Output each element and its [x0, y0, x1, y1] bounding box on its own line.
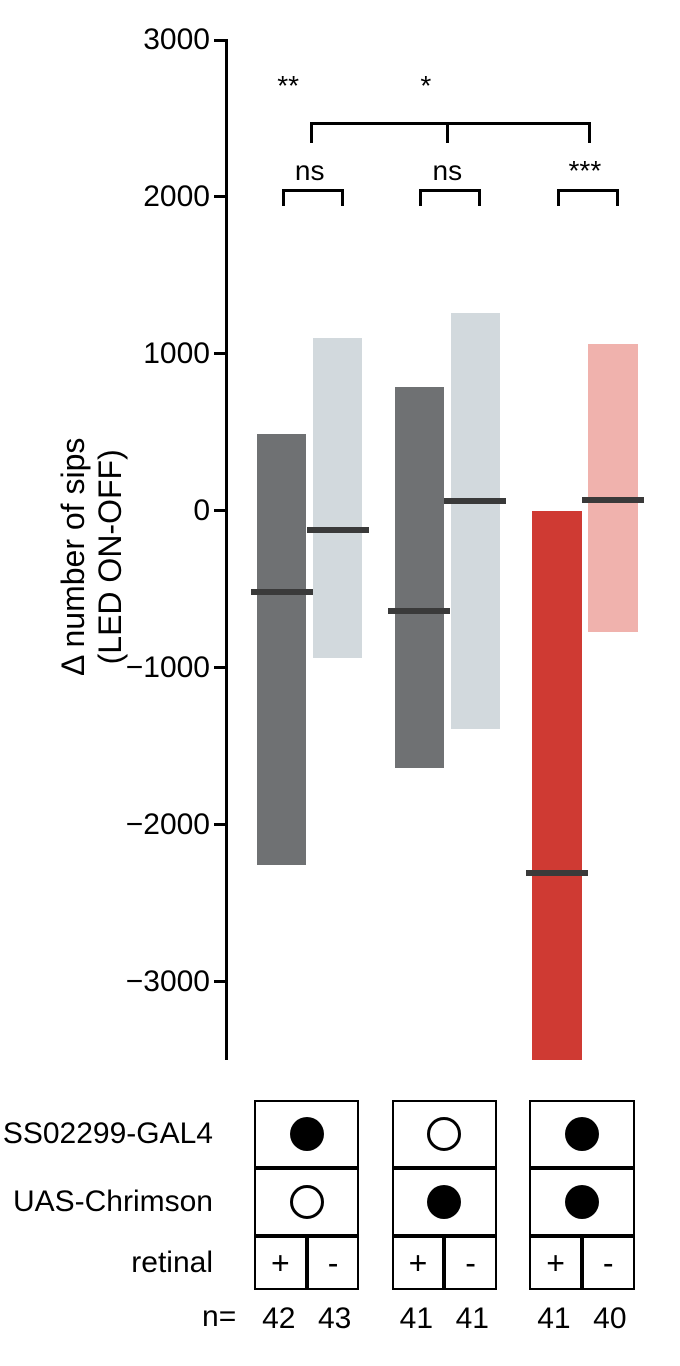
pairwise-bracket	[282, 189, 344, 206]
y-tick	[214, 352, 228, 355]
y-tick-label: −1000	[126, 651, 210, 685]
retinal-cell: +	[392, 1236, 445, 1290]
iqr-bar	[451, 313, 500, 729]
median-line	[307, 527, 369, 533]
retinal-cell: -	[307, 1236, 360, 1290]
y-tick-label: −3000	[126, 965, 210, 999]
pairwise-sig-label: ns	[433, 155, 463, 187]
y-axis-label-line2: (LED ON-OFF)	[92, 437, 129, 675]
genotype-row-label: UAS-Chrimson	[13, 1185, 213, 1219]
y-tick-label: 2000	[143, 180, 210, 214]
y-tick	[214, 980, 228, 983]
median-line	[444, 498, 506, 504]
y-tick	[214, 823, 228, 826]
genotype-cell	[254, 1100, 359, 1168]
n-value: 43	[318, 1302, 351, 1336]
across-sig-label: **	[277, 70, 299, 102]
retinal-cell: -	[444, 1236, 497, 1290]
y-tick	[214, 666, 228, 669]
across-bracket	[310, 122, 591, 143]
across-sig-label: *	[420, 70, 431, 102]
y-tick-label: 1000	[143, 337, 210, 371]
filled-circle-icon	[427, 1185, 461, 1219]
median-line	[251, 589, 313, 595]
median-line	[582, 497, 644, 503]
y-tick	[214, 509, 228, 512]
y-tick-label: 3000	[143, 23, 210, 57]
across-bracket-midtick	[446, 122, 449, 143]
open-circle-icon	[427, 1117, 461, 1151]
n-label: n=	[202, 1300, 236, 1334]
genotype-cell	[529, 1100, 634, 1168]
filled-circle-icon	[565, 1117, 599, 1151]
plot-area: −3000−2000−10000100020003000nsns******	[225, 40, 658, 1060]
genotype-row-label: SS02299-GAL4	[3, 1117, 213, 1151]
y-axis-label-line1: Δ number of sips	[55, 437, 91, 675]
retinal-cell: +	[254, 1236, 307, 1290]
open-circle-icon	[290, 1185, 324, 1219]
median-line	[526, 870, 588, 876]
pairwise-bracket	[557, 189, 619, 206]
filled-circle-icon	[290, 1117, 324, 1151]
y-tick	[214, 195, 228, 198]
iqr-bar	[395, 387, 444, 768]
pairwise-sig-label: ***	[569, 155, 602, 187]
y-tick-label: 0	[193, 494, 210, 528]
y-tick	[214, 39, 228, 42]
iqr-bar	[257, 434, 306, 866]
n-value: 41	[400, 1302, 433, 1336]
y-tick-label: −2000	[126, 808, 210, 842]
n-value: 41	[456, 1302, 489, 1336]
genotype-cell	[254, 1168, 359, 1236]
filled-circle-icon	[565, 1185, 599, 1219]
pairwise-bracket	[419, 189, 481, 206]
retinal-cell: -	[582, 1236, 635, 1290]
n-value: 41	[537, 1302, 570, 1336]
figure: −3000−2000−10000100020003000nsns****** Δ…	[0, 0, 680, 1366]
iqr-bar	[532, 511, 581, 1060]
n-value: 42	[262, 1302, 295, 1336]
iqr-bar	[313, 338, 362, 658]
median-line	[388, 608, 450, 614]
iqr-bar	[588, 344, 637, 631]
genotype-row-label: retinal	[131, 1246, 213, 1280]
genotype-cell	[529, 1168, 634, 1236]
genotype-cell	[392, 1168, 497, 1236]
genotype-cell	[392, 1100, 497, 1168]
pairwise-sig-label: ns	[295, 155, 325, 187]
n-value: 40	[593, 1302, 626, 1336]
y-axis-label: Δ number of sips (LED ON-OFF)	[55, 437, 129, 675]
retinal-cell: +	[529, 1236, 582, 1290]
